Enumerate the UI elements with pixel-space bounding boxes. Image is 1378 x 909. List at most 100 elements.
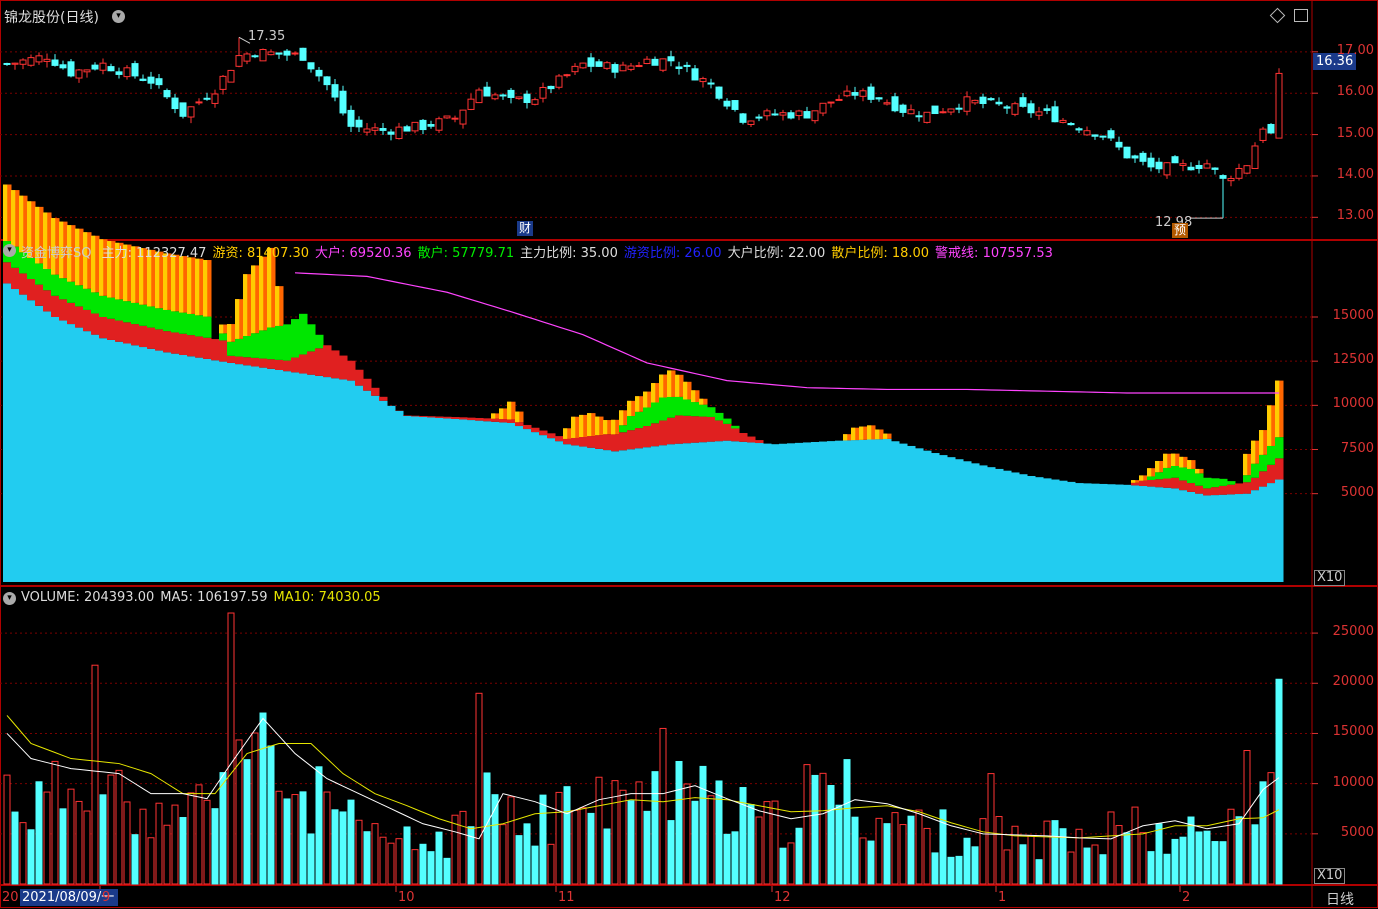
retail-bar [651,402,660,423]
big-holder-bar [59,299,68,320]
big-holder-bar [1195,486,1204,494]
main-flow-bar [171,354,180,582]
candle-body [612,65,618,73]
candle-body [708,83,714,84]
main-flow-bar [43,311,52,582]
retail-bar [667,397,676,418]
main-flow-bar [787,443,796,582]
candle-body [940,112,946,113]
volume-bar [500,825,506,884]
big-holder-bar [115,321,124,342]
big-holder-bar [531,428,540,432]
big-holder-bar [107,319,116,340]
main-flow-bar [139,347,148,582]
retail-bar [1203,478,1212,489]
retail-bar [1187,469,1196,483]
candle-body [804,112,810,118]
candle-body [660,59,666,70]
volume-bar [188,793,194,884]
big-holder-bar [67,303,76,324]
hot-money-highlight [195,259,199,316]
big-holder-bar [1267,465,1276,483]
hot-money-highlight [1251,441,1255,464]
candle-body [684,65,690,66]
title-dropdown-icon[interactable]: ▾ [112,10,125,23]
candle-body [716,87,722,98]
candle-body [644,59,650,63]
volume-bar [476,693,482,884]
hot-money-highlight [571,417,575,438]
candle-body [628,66,634,69]
retail-bar [283,324,292,360]
volume-bar [620,790,626,884]
big-holder-bar [83,310,92,331]
main-flow-bar [243,365,252,582]
main-flow-bar [195,358,204,582]
volume-bar [172,805,178,884]
big-holder-bar [163,331,172,352]
candle-body [244,54,250,61]
main-flow-bar [203,359,212,582]
candle-body [1108,131,1114,138]
big-holder-bar [43,290,52,311]
big-holder-bar [187,335,196,356]
hot-money-highlight [507,402,511,420]
candle-body [812,111,818,121]
main-flow-bar [755,443,764,582]
retail-bar [227,342,236,356]
volume-bar [412,850,418,884]
candle-body [20,60,26,64]
hot-money-highlight [1243,454,1247,475]
retail-bar [299,314,308,355]
volume-panel-collapse-icon[interactable]: ▾ [3,592,16,605]
event-marker-yu[interactable]: 预 [1172,223,1188,238]
volume-bar [1052,821,1058,884]
main-flow-bar [1219,495,1228,582]
candle-body [300,48,306,60]
big-holder-bar [523,425,532,429]
main-flow-bar [747,442,756,582]
candle-body [788,113,794,118]
candle-body [436,119,442,130]
hot-money-highlight [867,425,871,439]
candle-body [964,97,970,111]
hot-money-highlight [635,396,639,412]
field-label: 主力比例: [520,246,581,261]
candle-body [572,66,578,71]
candle-body [756,117,762,118]
volume-bar [4,775,10,884]
retail-bar [243,336,252,357]
main-flow-bar [123,344,132,583]
window-icon[interactable] [1294,9,1308,22]
flow-panel-collapse-icon[interactable]: ▾ [3,244,16,257]
main-flow-bar [1043,478,1052,582]
main-flow-bar [891,441,900,582]
big-holder-bar [251,358,260,367]
big-holder-bar [139,326,148,347]
candle-body [188,107,194,117]
volume-scale-label: X10 [1314,868,1345,884]
candle-body [1276,73,1282,138]
event-marker-cai[interactable]: 财 [517,221,533,236]
candle-body [1100,136,1106,137]
big-holder-bar [307,351,316,374]
candle-body [700,79,706,82]
volume-bar [836,805,842,884]
candle-body [1116,142,1122,147]
candle-body [28,58,34,66]
big-holder-bar [723,424,732,441]
big-holder-bar [291,358,300,373]
main-flow-bar [1107,484,1116,582]
volume-bar [1196,832,1202,884]
field-label: MA10: [273,590,318,605]
retail-bar [315,335,324,349]
volume-bar [36,782,42,884]
big-holder-bar [51,296,60,317]
main-flow-bar [603,450,612,582]
volume-bar [852,817,858,884]
indicator-field: 警戒线: 107557.53 [935,246,1053,261]
period-button[interactable]: 日线 [1326,889,1354,909]
volume-bar [1236,817,1242,884]
hot-money-highlight [11,190,15,247]
month-label: 1 [998,890,1006,905]
